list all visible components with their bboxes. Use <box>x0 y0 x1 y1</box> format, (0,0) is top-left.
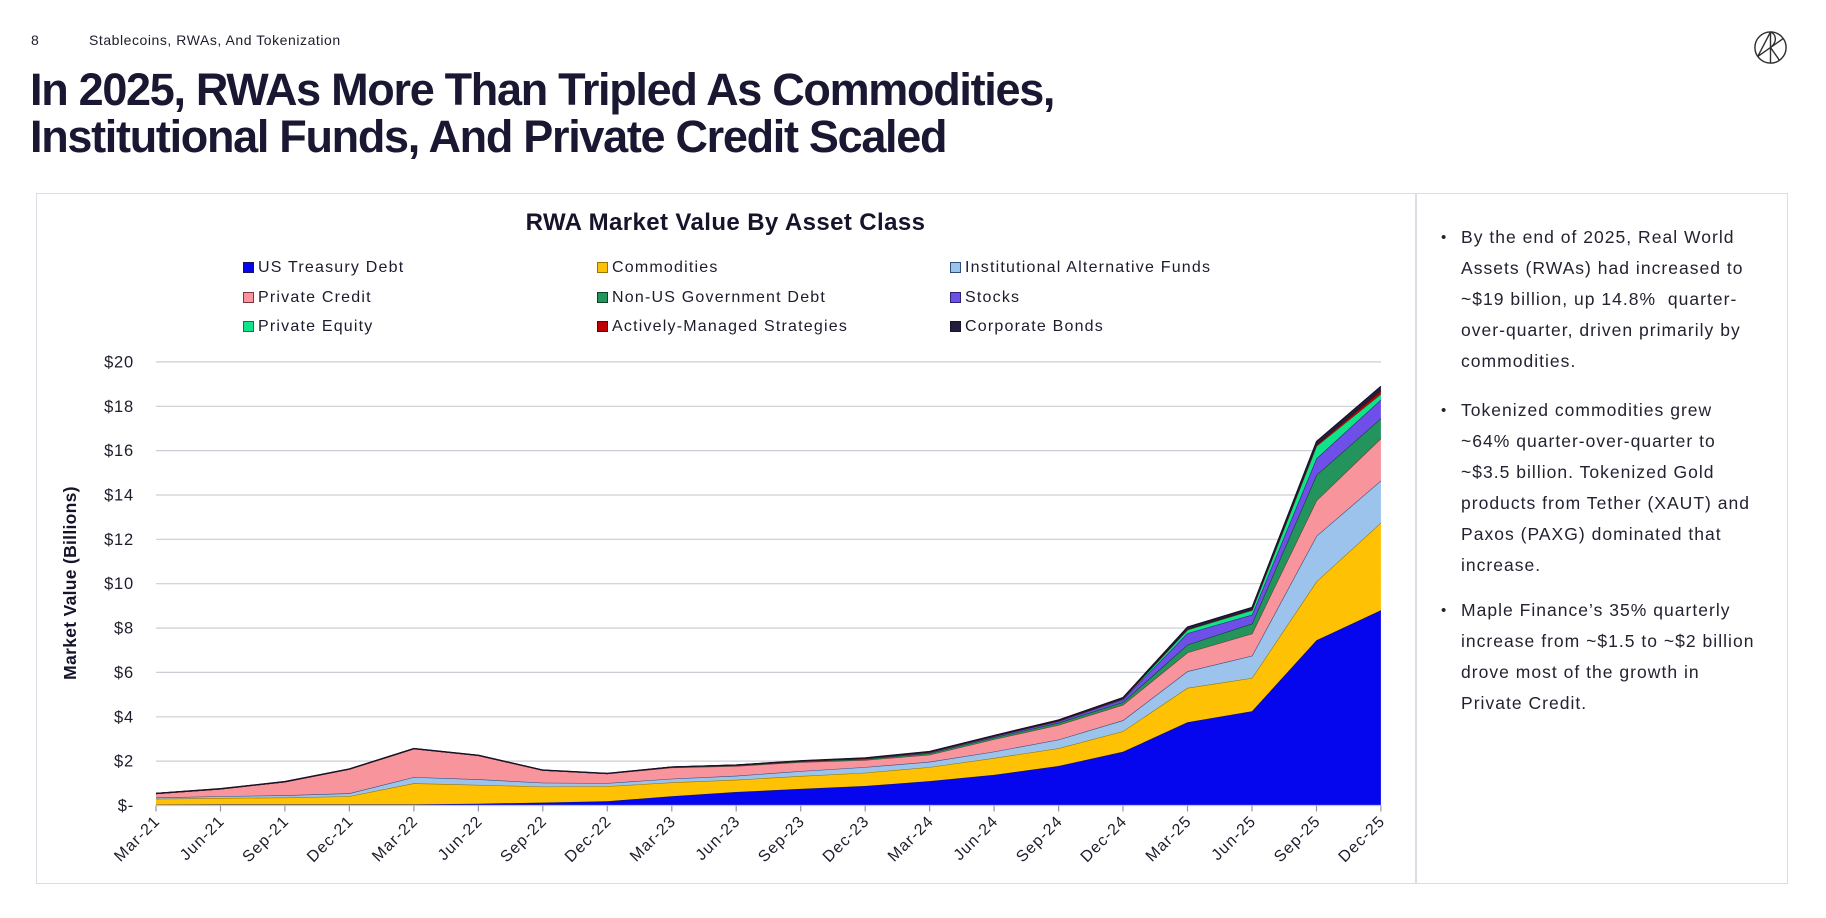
svg-text:Dec-25: Dec-25 <box>1336 813 1389 866</box>
svg-text:Jun-25: Jun-25 <box>1209 813 1260 864</box>
svg-text:$14: $14 <box>104 487 134 505</box>
svg-text:Jun-21: Jun-21 <box>177 813 228 864</box>
svg-text:Dec-23: Dec-23 <box>820 813 873 866</box>
svg-text:Mar-23: Mar-23 <box>627 813 680 866</box>
svg-text:Mar-24: Mar-24 <box>885 813 938 866</box>
svg-text:$20: $20 <box>104 353 134 371</box>
svg-text:Mar-25: Mar-25 <box>1143 813 1196 866</box>
svg-text:Sep-22: Sep-22 <box>497 813 550 866</box>
svg-text:Sep-25: Sep-25 <box>1271 813 1324 866</box>
svg-text:$16: $16 <box>104 442 134 460</box>
svg-text:Dec-22: Dec-22 <box>562 813 615 866</box>
svg-text:$6: $6 <box>114 664 134 682</box>
svg-text:Jun-22: Jun-22 <box>435 813 486 864</box>
svg-text:$-: $- <box>118 797 134 815</box>
svg-text:$4: $4 <box>114 708 134 726</box>
svg-text:Dec-24: Dec-24 <box>1078 813 1131 866</box>
svg-text:Mar-21: Mar-21 <box>111 813 164 866</box>
svg-text:$2: $2 <box>114 753 134 771</box>
svg-text:$10: $10 <box>104 575 134 593</box>
svg-text:Market Value (Billions): Market Value (Billions) <box>60 486 80 680</box>
svg-text:Dec-21: Dec-21 <box>304 813 357 866</box>
svg-text:Mar-22: Mar-22 <box>369 813 422 866</box>
svg-text:Sep-23: Sep-23 <box>755 813 808 866</box>
svg-text:Sep-24: Sep-24 <box>1013 813 1066 866</box>
svg-text:$18: $18 <box>104 398 134 416</box>
svg-text:$12: $12 <box>104 531 134 549</box>
svg-text:$8: $8 <box>114 620 134 638</box>
svg-text:Sep-21: Sep-21 <box>240 813 293 866</box>
svg-text:Jun-23: Jun-23 <box>693 813 744 864</box>
svg-text:Jun-24: Jun-24 <box>951 813 1002 864</box>
